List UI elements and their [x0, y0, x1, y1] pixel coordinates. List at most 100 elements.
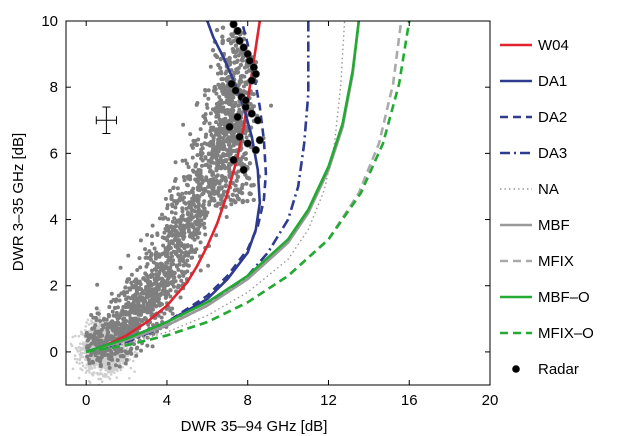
scatter-point-gray — [248, 102, 253, 107]
scatter-point-gray — [177, 274, 182, 279]
scatter-point-gray — [183, 251, 188, 256]
scatter-point-light — [80, 361, 84, 364]
scatter-point-light — [93, 366, 97, 369]
scatter-point-gray — [94, 306, 99, 311]
scatter-point-gray — [146, 322, 151, 327]
scatter-point-gray — [188, 177, 193, 182]
scatter-point-gray — [195, 142, 200, 147]
scatter-point-gray — [133, 311, 138, 316]
scatter-point-gray — [226, 74, 232, 80]
scatter-point-gray — [164, 247, 169, 252]
scatter-point-gray — [155, 231, 160, 236]
scatter-point-gray — [150, 223, 155, 228]
scatter-point-gray — [196, 194, 201, 199]
scatter-point-gray — [167, 255, 172, 260]
scatter-point-gray — [89, 341, 94, 346]
radar-point — [251, 69, 260, 79]
scatter-point-gray — [86, 357, 91, 362]
scatter-point-gray — [200, 192, 205, 197]
scatter-point-gray — [220, 118, 225, 123]
scatter-point-gray — [166, 217, 171, 222]
scatter-point-gray — [170, 241, 175, 246]
scatter-point-gray — [167, 281, 172, 286]
scatter-point-gray — [179, 278, 184, 283]
scatter-point-gray — [173, 179, 178, 184]
scatter-point-gray — [98, 362, 103, 367]
scatter-point-gray — [211, 125, 216, 130]
scatter-point-light — [69, 342, 73, 346]
scatter-point-light — [78, 358, 82, 362]
scatter-point-gray — [147, 285, 152, 290]
scatter-point-gray — [216, 100, 222, 105]
scatter-point-gray — [245, 64, 250, 69]
scatter-point-gray — [228, 98, 234, 103]
scatter-point-gray — [187, 190, 192, 195]
scatter-point-gray — [200, 187, 205, 192]
scatter-point-gray — [216, 159, 222, 164]
scatter-point-light — [103, 366, 106, 369]
scatter-point-gray — [154, 264, 159, 269]
scatter-point-gray — [191, 169, 196, 174]
scatter-point-gray — [211, 142, 216, 147]
scatter-point-gray — [101, 350, 106, 355]
scatter-point-gray — [143, 247, 148, 252]
scatter-point-gray — [157, 216, 162, 221]
scatter-point-gray — [181, 122, 186, 127]
scatter-point-gray — [105, 327, 110, 332]
scatter-point-gray — [176, 192, 181, 197]
scatter-point-gray — [202, 141, 207, 146]
scatter-point-light — [73, 334, 77, 338]
scatter-point-light — [81, 364, 85, 367]
scatter-point-light — [78, 353, 81, 356]
scatter-point-light — [82, 355, 85, 359]
scatter-point-gray — [249, 183, 254, 188]
scatter-point-gray — [239, 161, 245, 167]
scatter-point-gray — [171, 262, 176, 267]
scatter-point-gray — [208, 129, 213, 134]
scatter-point-gray — [214, 233, 219, 238]
scatter-point-gray — [196, 197, 201, 202]
scatter-point-gray — [148, 274, 153, 279]
scatter-point-gray — [232, 123, 238, 128]
scatter-point-light — [115, 376, 118, 379]
scatter-point-gray — [211, 135, 216, 140]
scatter-point-gray — [156, 252, 161, 257]
scatter-point-light — [71, 335, 75, 339]
scatter-point-gray — [219, 173, 225, 179]
scatter-point-gray — [219, 142, 225, 148]
scatter-point-gray — [121, 304, 126, 309]
scatter-point-gray — [202, 221, 207, 226]
scatter-point-light — [79, 330, 83, 333]
scatter-point-gray — [144, 305, 149, 310]
scatter-point-gray — [188, 200, 193, 205]
x-axis-label: DWR 35–94 GHz [dB] — [181, 418, 328, 435]
scatter-point-gray — [134, 353, 139, 358]
scatter-point-gray — [220, 87, 225, 92]
scatter-point-gray — [91, 338, 96, 343]
scatter-point-gray — [169, 195, 174, 200]
scatter-point-gray — [163, 215, 168, 220]
scatter-point-gray — [127, 277, 132, 282]
scatter-point-gray — [212, 84, 217, 90]
scatter-point-gray — [152, 297, 157, 302]
legend-label: MFIX–O — [538, 325, 594, 342]
scatter-point-light — [85, 321, 88, 324]
scatter-point-light — [113, 356, 117, 359]
scatter-point-gray — [152, 276, 157, 281]
scatter-point-gray — [221, 105, 226, 110]
scatter-point-gray — [128, 287, 133, 292]
scatter-point-gray — [110, 309, 115, 314]
scatter-point-gray — [224, 69, 229, 74]
scatter-point-gray — [171, 227, 176, 232]
scatter-point-gray — [129, 280, 134, 285]
scatter-point-gray — [243, 80, 248, 85]
series-line-3 — [85, 21, 310, 354]
scatter-point-gray — [204, 132, 209, 137]
scatter-point-gray — [173, 160, 178, 165]
scatter-point-gray — [164, 260, 169, 265]
scatter-point-gray — [217, 108, 222, 113]
scatter-point-gray — [195, 235, 200, 240]
scatter-point-gray — [240, 199, 245, 205]
radar-point — [243, 139, 252, 148]
scatter-point-light — [84, 366, 87, 370]
